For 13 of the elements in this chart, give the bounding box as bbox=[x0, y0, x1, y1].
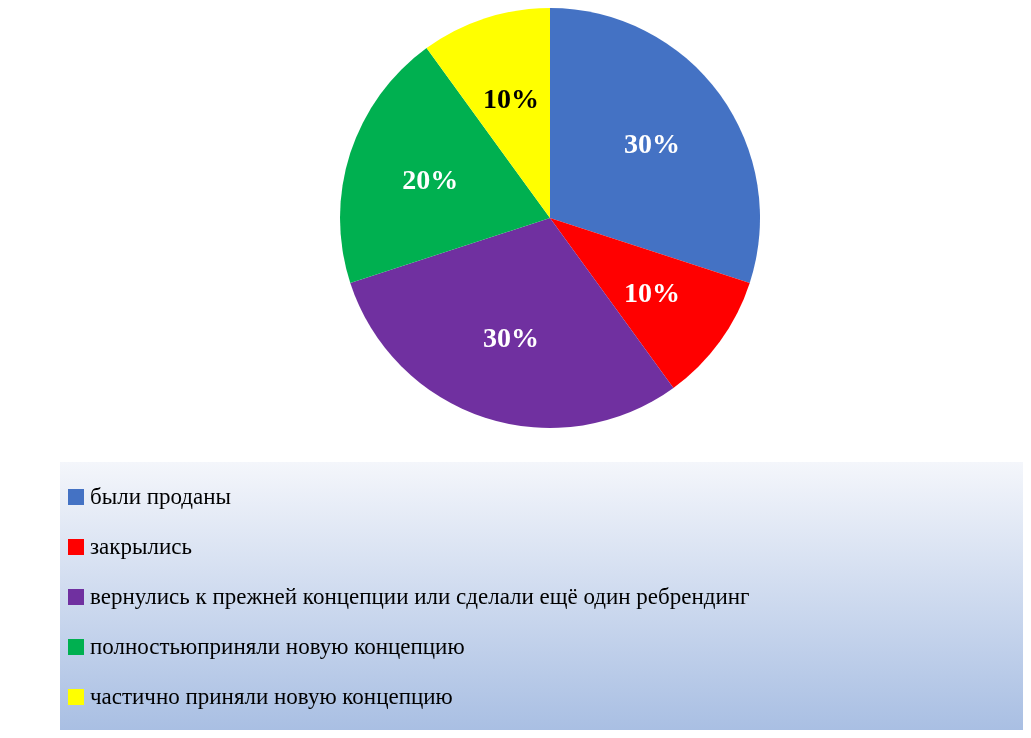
legend-label: частично приняли новую концепцию bbox=[90, 684, 453, 710]
legend-label: вернулись к прежней концепции или сделали ещё один ребрендинг bbox=[90, 584, 750, 610]
legend-label: были проданы bbox=[90, 484, 232, 510]
data-label: 30% bbox=[483, 322, 540, 354]
pie-slice bbox=[550, 218, 750, 388]
pie-slice bbox=[340, 48, 550, 283]
legend-label: закрылись bbox=[90, 534, 192, 560]
data-label: 10% bbox=[623, 276, 680, 308]
data-label: 20% bbox=[402, 163, 459, 195]
legend-label: полностьюприняли новую концепцию bbox=[90, 634, 465, 660]
data-label: 10% bbox=[483, 82, 540, 114]
pie-slice bbox=[550, 8, 760, 283]
data-label: 30% bbox=[623, 128, 680, 160]
